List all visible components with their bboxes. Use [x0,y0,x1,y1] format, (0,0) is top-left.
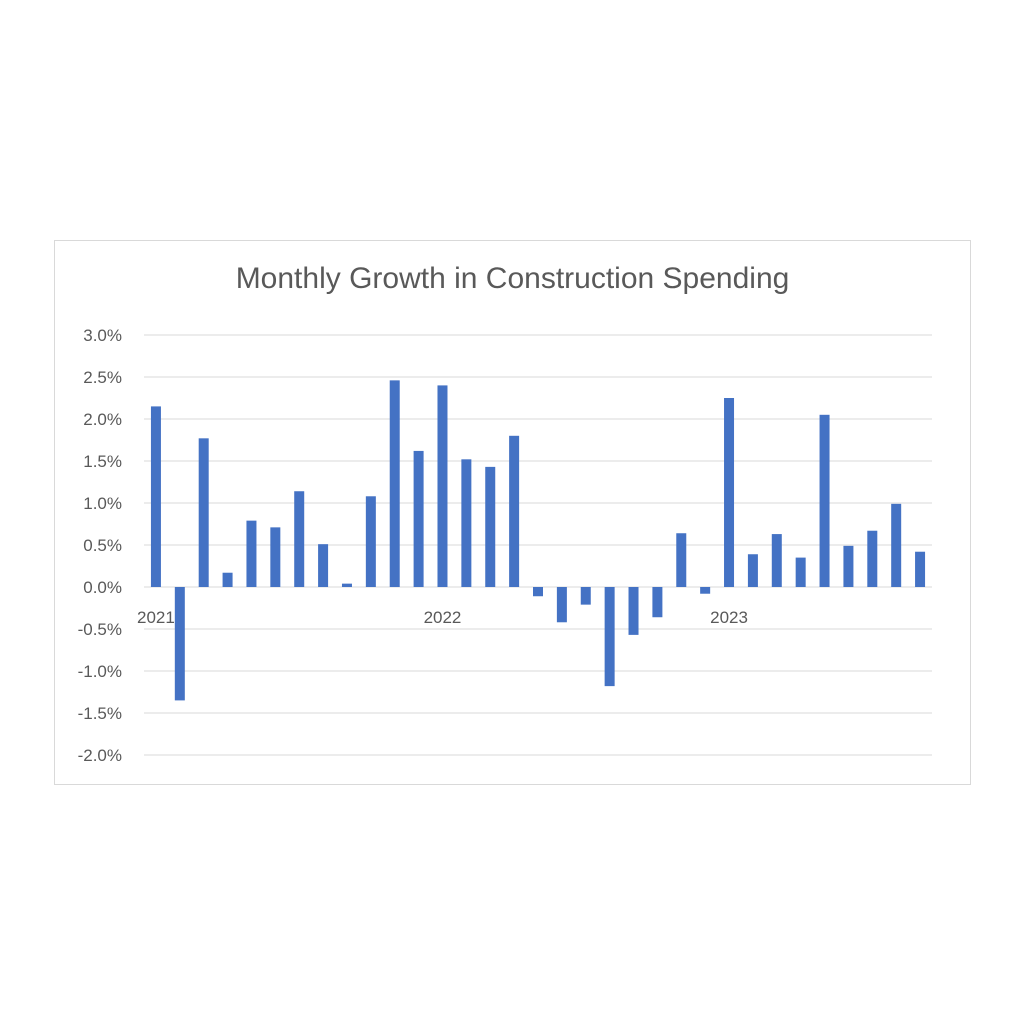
bar [700,587,711,594]
bar [294,491,305,587]
bar [795,557,806,587]
bar [437,385,448,587]
chart-title: Monthly Growth in Construction Spending [235,262,790,295]
bar [533,587,543,597]
bar [724,398,735,587]
bar [198,438,209,587]
bar [747,554,758,587]
y-tick-label: -0.5% [78,620,122,639]
y-tick-label: 0.5% [83,536,122,555]
bar [485,466,496,587]
bar [509,435,520,587]
bar [389,380,400,587]
bar [174,587,185,701]
bar [771,534,782,587]
y-tick-label: 1.5% [83,452,122,471]
y-tick-label: 3.0% [83,326,122,345]
bar [580,587,591,605]
y-tick-label: -1.0% [78,662,122,681]
bar [891,503,902,587]
bar [461,459,472,587]
bar [819,414,830,587]
bar [413,450,424,587]
bar [150,406,161,587]
bar [676,533,687,587]
y-tick-label: 0.0% [83,578,122,597]
x-tick-label: 2022 [424,608,462,627]
x-tick-label: 2021 [137,608,175,627]
bar [604,587,615,687]
bar [652,587,663,618]
bar [556,587,567,623]
y-tick-label: 1.0% [83,494,122,513]
y-tick-label: 2.5% [83,368,122,387]
bar [270,527,281,587]
bar [915,551,926,587]
x-tick-label: 2023 [710,608,748,627]
bar [246,520,257,587]
bar [341,583,352,587]
bar [318,544,329,587]
bar [222,572,233,587]
y-tick-label: -2.0% [78,746,122,765]
bar [365,496,376,587]
y-tick-label: 2.0% [83,410,122,429]
bar [628,587,639,635]
y-tick-label: -1.5% [78,704,122,723]
bar [843,545,854,587]
bar [867,530,878,587]
